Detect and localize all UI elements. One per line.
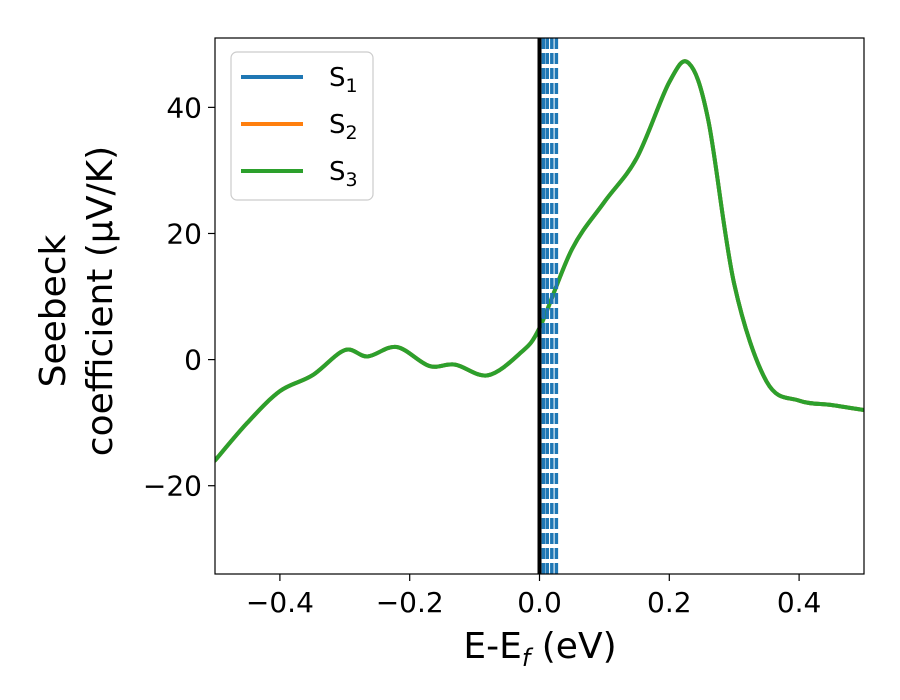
legend-label-s1-sub: 1 (346, 75, 358, 97)
vertical-reference-lines (537, 38, 559, 574)
legend-label-s1: S1 (329, 63, 358, 97)
series-line-s3 (215, 59, 864, 463)
y-tick-label: 40 (166, 91, 202, 124)
y-tick-label: 0 (184, 344, 202, 377)
legend-label-s3: S3 (329, 157, 358, 191)
legend-label-s2-main: S (329, 110, 346, 140)
plot-lines (215, 59, 864, 463)
y-tick-label: 20 (166, 217, 202, 250)
y-axis-label-line1: Seebeck (33, 234, 74, 387)
legend-label-s2-sub: 2 (346, 122, 358, 144)
legend-label-s3-sub: 3 (346, 169, 358, 191)
x-axis-label: E-Ef (eV) (463, 626, 616, 672)
legend-label-s2: S2 (329, 110, 358, 144)
legend: S1 S2 S3 (230, 51, 374, 201)
x-tick-label: −0.2 (376, 586, 444, 619)
x-axis-ticks: −0.4 −0.2 0.0 0.2 0.4 (246, 574, 821, 619)
legend-label-s3-main: S (329, 157, 346, 187)
y-tick-label: −20 (143, 470, 202, 503)
y-axis-label-line2: coefficient (μV/K) (80, 146, 121, 456)
x-tick-label: 0.0 (517, 586, 562, 619)
x-tick-label: −0.4 (246, 586, 314, 619)
y-axis-ticks: −20 0 20 40 (143, 91, 215, 503)
x-axis-label-main: E-E (463, 626, 521, 667)
legend-label-s1-main: S (329, 63, 346, 93)
x-axis-label-unit: (eV) (530, 626, 616, 667)
x-tick-label: 0.2 (647, 586, 692, 619)
x-tick-label: 0.4 (777, 586, 822, 619)
